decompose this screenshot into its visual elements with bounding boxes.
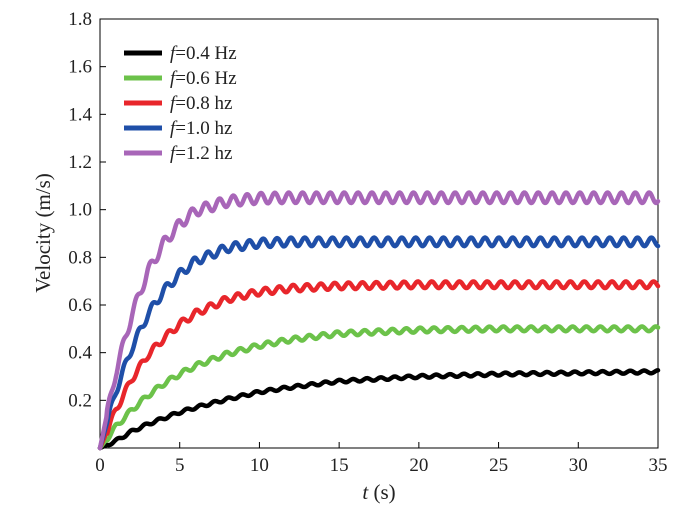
x-tick-label: 30 bbox=[569, 455, 588, 476]
legend-label: =1.2 hz bbox=[175, 143, 232, 164]
x-tick-label: 25 bbox=[489, 455, 508, 476]
y-tick-label: 1.4 bbox=[68, 104, 92, 125]
y-tick-label: 1.6 bbox=[68, 57, 92, 78]
y-axis-label: Velocity (m/s) bbox=[31, 173, 55, 293]
y-tick-label: 1.2 bbox=[68, 152, 92, 173]
legend-entry: f=1.0 hz bbox=[170, 118, 232, 139]
legend: f=0.4 Hzf=0.6 Hzf=0.8 hzf=1.0 hzf=1.2 hz bbox=[124, 43, 237, 164]
y-tick-label: 0.2 bbox=[68, 390, 92, 411]
y-tick-label: 0.8 bbox=[68, 247, 92, 268]
legend-entry: f=1.2 hz bbox=[170, 143, 232, 164]
legend-var: f bbox=[170, 118, 178, 139]
legend-entry: f=0.4 Hz bbox=[170, 43, 237, 64]
x-tick-label: 10 bbox=[250, 455, 269, 476]
x-axis-label-var: t bbox=[362, 480, 369, 504]
legend-var: f bbox=[170, 143, 178, 164]
y-tick-label: 1.8 bbox=[68, 9, 92, 30]
series-line bbox=[97, 190, 661, 451]
x-axis-label: t (s) bbox=[362, 480, 395, 504]
legend-label: =1.0 hz bbox=[175, 118, 232, 139]
x-tick-label: 15 bbox=[330, 455, 349, 476]
y-tick-label: 0.6 bbox=[68, 295, 92, 316]
legend-label: =0.6 Hz bbox=[175, 68, 236, 89]
y-axis: 0.2 0.4 0.6 0.8 1.0 1.2 1.4 1.6 1.8 bbox=[68, 9, 106, 411]
x-tick-label: 20 bbox=[409, 455, 428, 476]
plot-frame bbox=[99, 18, 659, 449]
x-tick-label: 0 bbox=[95, 455, 105, 476]
x-axis-label-unit: (s) bbox=[368, 480, 395, 504]
legend-label: =0.8 hz bbox=[175, 93, 232, 114]
legend-entry: f=0.6 Hz bbox=[170, 68, 237, 89]
x-tick-label: 5 bbox=[175, 455, 185, 476]
x-axis: 0 5 10 15 20 25 30 35 bbox=[95, 442, 668, 476]
legend-var: f bbox=[170, 68, 178, 89]
legend-var: f bbox=[170, 93, 178, 114]
series-line bbox=[97, 324, 661, 451]
x-tick-label: 35 bbox=[649, 455, 668, 476]
series-line bbox=[97, 368, 661, 451]
legend-entry: f=0.8 hz bbox=[170, 93, 232, 114]
y-tick-label: 0.4 bbox=[68, 343, 92, 364]
series-line bbox=[97, 235, 661, 451]
plot-series bbox=[97, 190, 661, 451]
legend-var: f bbox=[170, 43, 178, 64]
series-line bbox=[97, 279, 661, 451]
legend-label: =0.4 Hz bbox=[175, 43, 236, 64]
y-tick-label: 1.0 bbox=[68, 200, 92, 221]
